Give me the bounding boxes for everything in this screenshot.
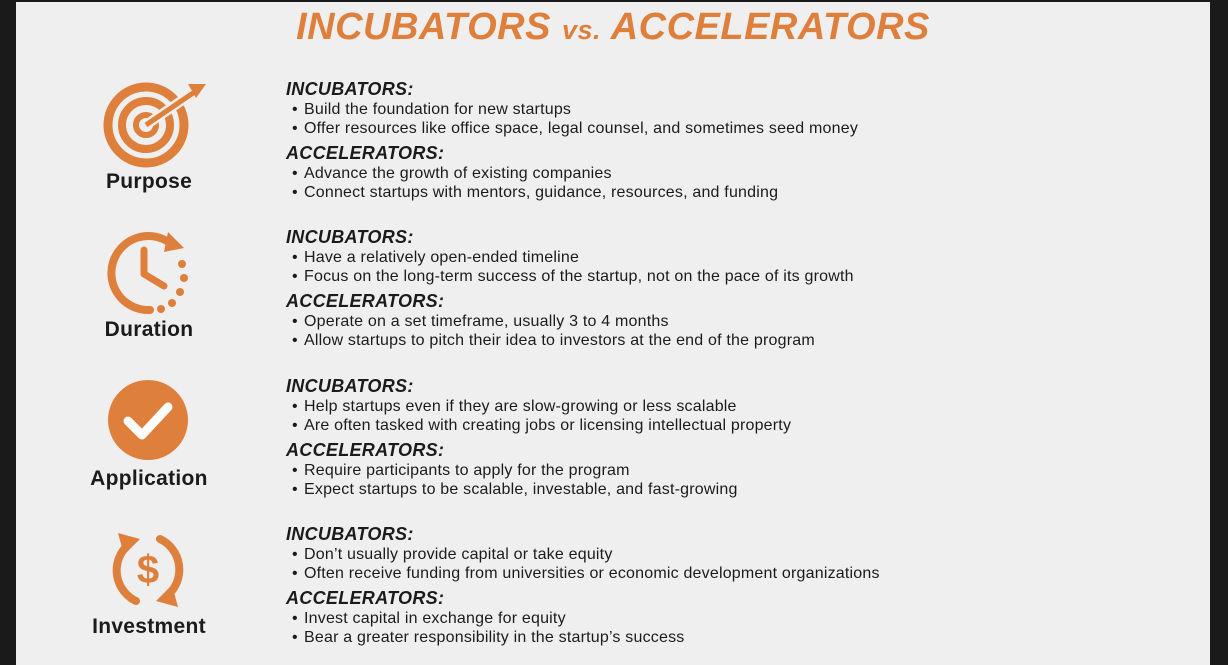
title-incubators: INCUBATORS (296, 6, 551, 48)
list-item: Invest capital in exchange for equity (286, 609, 1196, 628)
incubators-list: Build the foundation for new startups Of… (286, 100, 1196, 138)
list-item: Often receive funding from universities … (286, 564, 1196, 583)
list-item: Help startups even if they are slow-grow… (286, 397, 1196, 416)
incubators-heading: INCUBATORS: (286, 227, 414, 247)
section-application: Application INCUBATORS: Help startups ev… (16, 375, 1210, 515)
section-duration: Duration INCUBATORS: Have a relatively o… (16, 226, 1210, 366)
accelerators-heading: ACCELERATORS: (286, 588, 445, 608)
list-item: Advance the growth of existing companies (286, 164, 1196, 183)
section-content: INCUBATORS: Help startups even if they a… (286, 375, 1196, 503)
list-item: Connect startups with mentors, guidance,… (286, 183, 1196, 202)
section-label: Application (90, 467, 208, 490)
list-item: Bear a greater responsibility in the sta… (286, 628, 1196, 647)
checkmark-icon (86, 377, 210, 467)
accelerators-list: Advance the growth of existing companies… (286, 164, 1196, 202)
dollar-cycle-icon: $ (86, 525, 210, 615)
incubators-heading: INCUBATORS: (286, 524, 414, 544)
target-icon (86, 80, 210, 170)
section-purpose: Purpose INCUBATORS: Build the foundation… (16, 78, 1210, 218)
title-vs: vs. (562, 15, 602, 45)
list-item: Focus on the long-term success of the st… (286, 267, 1196, 286)
svg-text:$: $ (137, 548, 159, 592)
title-accelerators: ACCELERATORS (610, 6, 930, 48)
section-content: INCUBATORS: Don’t usually provide capita… (286, 523, 1196, 651)
list-item: Require participants to apply for the pr… (286, 461, 1196, 480)
section-label: Purpose (105, 170, 193, 193)
infographic: INCUBATORS vs. ACCELERATORS Purpose INCU… (16, 2, 1210, 665)
list-item: Offer resources like office space, legal… (286, 119, 1196, 138)
incubators-heading: INCUBATORS: (286, 79, 414, 99)
list-item: Build the foundation for new startups (286, 100, 1196, 119)
accelerators-heading: ACCELERATORS: (286, 440, 445, 460)
list-item: Operate on a set timeframe, usually 3 to… (286, 312, 1196, 331)
accelerators-heading: ACCELERATORS: (286, 291, 445, 311)
list-item: Allow startups to pitch their idea to in… (286, 331, 1196, 350)
list-item: Are often tasked with creating jobs or l… (286, 416, 1196, 435)
accelerators-heading: ACCELERATORS: (286, 143, 445, 163)
incubators-heading: INCUBATORS: (286, 376, 414, 396)
clock-icon (86, 228, 210, 318)
incubators-list: Have a relatively open-ended timeline Fo… (286, 248, 1196, 286)
section-investment: $ Investment INCUBATORS: Don’t usually p… (16, 523, 1210, 663)
list-item: Have a relatively open-ended timeline (286, 248, 1196, 267)
accelerators-list: Require participants to apply for the pr… (286, 461, 1196, 499)
incubators-list: Don’t usually provide capital or take eq… (286, 545, 1196, 583)
section-content: INCUBATORS: Build the foundation for new… (286, 78, 1196, 206)
list-item: Don’t usually provide capital or take eq… (286, 545, 1196, 564)
section-content: INCUBATORS: Have a relatively open-ended… (286, 226, 1196, 354)
page-title: INCUBATORS vs. ACCELERATORS (16, 6, 1210, 49)
list-item: Expect startups to be scalable, investab… (286, 480, 1196, 499)
accelerators-list: Invest capital in exchange for equity Be… (286, 609, 1196, 647)
incubators-list: Help startups even if they are slow-grow… (286, 397, 1196, 435)
accelerators-list: Operate on a set timeframe, usually 3 to… (286, 312, 1196, 350)
section-label: Duration (104, 318, 194, 341)
section-label: Investment (92, 615, 206, 638)
